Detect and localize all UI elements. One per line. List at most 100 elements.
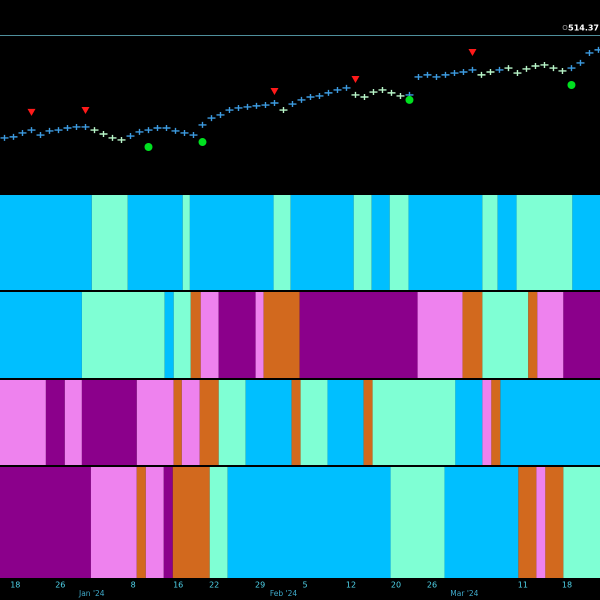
x-tick-label: 18 bbox=[10, 581, 20, 590]
price-bar bbox=[378, 86, 387, 93]
regime-segment bbox=[299, 292, 418, 378]
price-bar bbox=[171, 127, 180, 134]
price-bar bbox=[513, 70, 522, 77]
regime-segment bbox=[218, 292, 256, 378]
regime-segment bbox=[563, 292, 600, 378]
x-tick-label: 11 bbox=[518, 581, 528, 590]
price-bar bbox=[531, 63, 540, 69]
regime-segment bbox=[181, 380, 200, 465]
price-bar bbox=[270, 99, 279, 106]
regime-segment bbox=[363, 380, 373, 465]
price-bar bbox=[351, 91, 360, 98]
regime-segment bbox=[127, 195, 183, 290]
buy-marker bbox=[144, 143, 153, 152]
regime-segment bbox=[371, 195, 390, 290]
regime-segment bbox=[444, 467, 519, 578]
regime-segment bbox=[273, 195, 291, 290]
price-bar bbox=[423, 71, 432, 78]
price-bar bbox=[432, 73, 441, 80]
month-tick-label: Jan '24 bbox=[78, 589, 105, 598]
regime-segment bbox=[545, 467, 564, 578]
regime-segment bbox=[145, 467, 164, 578]
price-bar bbox=[153, 125, 162, 131]
regime-segment bbox=[482, 380, 492, 465]
price-bar bbox=[216, 111, 225, 118]
sell-marker bbox=[351, 76, 360, 84]
price-bar bbox=[198, 121, 207, 128]
price-bar bbox=[126, 133, 135, 140]
regime-segment bbox=[200, 292, 219, 378]
price-bar bbox=[117, 136, 126, 143]
price-bar bbox=[207, 115, 216, 122]
price-bar bbox=[162, 125, 171, 131]
regime-segment bbox=[327, 380, 364, 465]
regime-segment bbox=[389, 195, 409, 290]
price-bar bbox=[594, 46, 600, 53]
sell-marker bbox=[27, 108, 36, 116]
regime-segment bbox=[390, 467, 445, 578]
price-bar bbox=[468, 66, 477, 73]
price-bar bbox=[189, 132, 198, 139]
sell-marker bbox=[270, 88, 279, 96]
buy-marker bbox=[198, 138, 207, 147]
price-bar bbox=[342, 84, 351, 91]
price-bar bbox=[81, 123, 90, 130]
regime-segment bbox=[500, 380, 600, 465]
price-bar bbox=[279, 107, 288, 114]
regime-segment bbox=[189, 195, 274, 290]
regime-segment bbox=[0, 292, 82, 378]
regime-segment bbox=[173, 380, 182, 465]
x-tick-label: 26 bbox=[55, 581, 65, 590]
regime-segment bbox=[537, 292, 564, 378]
price-bar bbox=[72, 123, 81, 130]
regime-segment bbox=[172, 467, 210, 578]
regime-segment bbox=[81, 380, 137, 465]
regime-segment bbox=[173, 292, 191, 378]
regime-segment bbox=[90, 467, 137, 578]
x-tick-label: 16 bbox=[173, 581, 183, 590]
open-label: O: bbox=[562, 24, 570, 32]
sell-marker bbox=[81, 107, 90, 115]
price-bar bbox=[45, 127, 54, 134]
price-bar bbox=[459, 68, 468, 75]
x-tick-label: 5 bbox=[303, 581, 308, 590]
price-bar bbox=[495, 66, 504, 73]
price-bar bbox=[450, 70, 459, 77]
price-bar bbox=[252, 102, 261, 109]
price-bar bbox=[558, 67, 567, 74]
regime-segment bbox=[245, 380, 292, 465]
price-bar bbox=[414, 73, 423, 80]
price-bar bbox=[288, 101, 297, 108]
regime-segment bbox=[218, 380, 246, 465]
price-bar bbox=[261, 102, 270, 109]
price-bar bbox=[36, 132, 45, 139]
regime-segment bbox=[64, 380, 82, 465]
price-bar bbox=[225, 107, 234, 114]
regime-segment bbox=[372, 380, 456, 465]
regime-segment bbox=[462, 292, 483, 378]
regime-segment bbox=[563, 467, 600, 578]
price-bar bbox=[486, 68, 495, 75]
price-bar bbox=[369, 89, 378, 96]
x-tick-label: 8 bbox=[131, 581, 136, 590]
x-tick-label: 26 bbox=[427, 581, 437, 590]
price-bar bbox=[243, 103, 252, 110]
x-tick-label: 12 bbox=[346, 581, 356, 590]
regime-segment bbox=[491, 380, 501, 465]
regime-segment bbox=[290, 195, 354, 290]
price-bar bbox=[99, 130, 108, 137]
regime-segment bbox=[497, 195, 517, 290]
month-tick-label: Mar '24 bbox=[450, 589, 478, 598]
price-bar bbox=[540, 61, 549, 68]
price-bar bbox=[108, 134, 117, 141]
price-bar bbox=[144, 127, 153, 134]
regime-segment bbox=[455, 380, 483, 465]
regime-segment bbox=[91, 195, 128, 290]
price-bar bbox=[333, 86, 342, 93]
regime-segment bbox=[255, 292, 264, 378]
x-tick-label: 20 bbox=[391, 581, 401, 590]
regime-segment bbox=[408, 195, 483, 290]
open-value: 514.37 bbox=[568, 24, 599, 33]
sell-marker bbox=[468, 48, 477, 56]
buy-marker bbox=[405, 95, 414, 104]
